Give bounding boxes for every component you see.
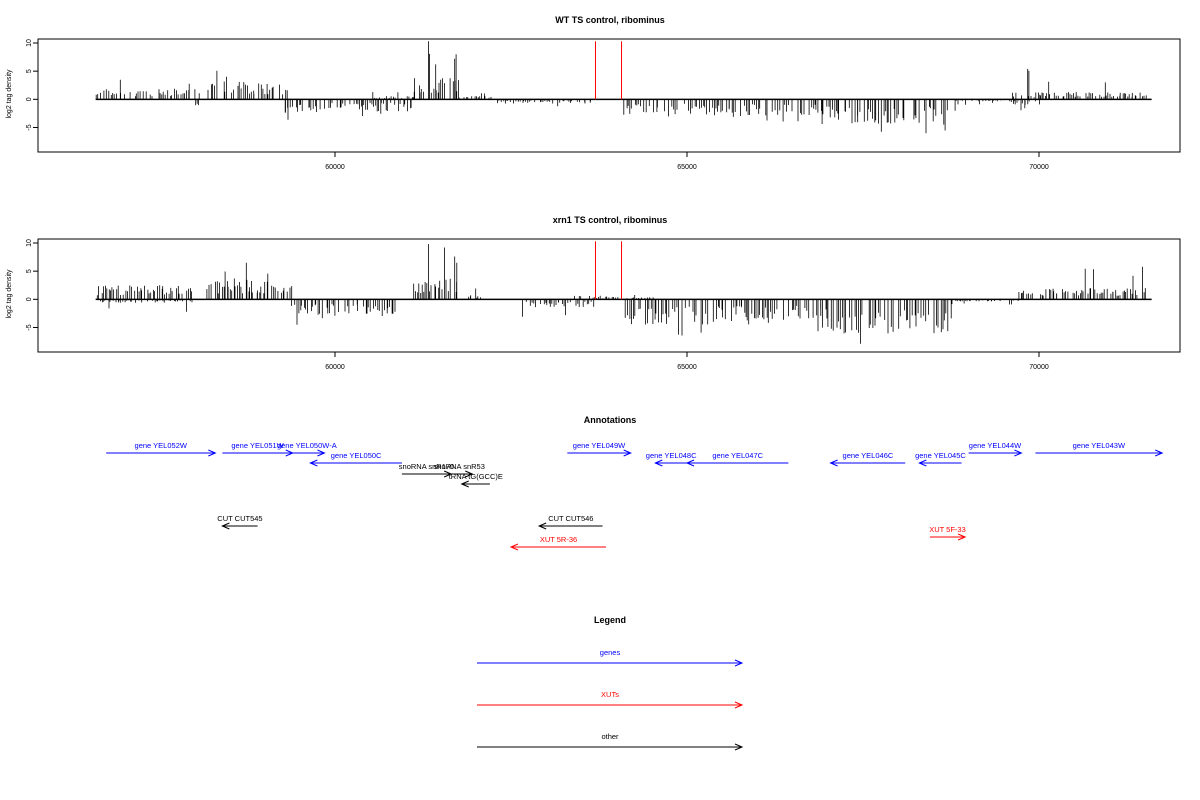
y-axis-label: log2 tag density bbox=[6, 69, 13, 119]
y-tick-label: 5 bbox=[26, 69, 33, 73]
arrow-head bbox=[221, 522, 230, 530]
annotation-item: gene YEL050C bbox=[309, 451, 402, 467]
annotation-item: gene YEL050W-A bbox=[277, 441, 337, 457]
legend-item: other bbox=[477, 732, 744, 751]
legend-label: genes bbox=[600, 648, 621, 657]
y-axis-ticks: -5 0 5 10 bbox=[26, 39, 38, 131]
x-tick-label: 70000 bbox=[1029, 364, 1049, 371]
y-tick-label: 10 bbox=[26, 239, 33, 247]
annotation-label: gene YEL050W-A bbox=[277, 441, 337, 450]
arrow-head bbox=[317, 449, 326, 457]
annotation-label: CUT CUT545 bbox=[217, 514, 262, 523]
y-tick-label: 0 bbox=[26, 297, 33, 301]
annotation-label: gene YEL046C bbox=[843, 451, 894, 460]
arrow-head bbox=[309, 459, 318, 467]
arrow-head bbox=[623, 449, 632, 457]
track-panel-xrn1: xrn1 TS control, ribominus log2 tag dens… bbox=[6, 215, 1181, 371]
signal-bars bbox=[96, 244, 1146, 344]
annotation-item: gene YEL045C bbox=[915, 451, 966, 467]
legend-item: genes bbox=[477, 648, 744, 667]
annotation-item: XUT 5F-33 bbox=[929, 525, 967, 541]
arrow-head bbox=[460, 480, 469, 488]
track-panel-wt: WT TS control, ribominus log2 tag densit… bbox=[6, 15, 1181, 171]
marker-lines bbox=[594, 241, 623, 300]
annotation-label: CUT CUT546 bbox=[548, 514, 593, 523]
x-tick-label: 60000 bbox=[325, 164, 345, 171]
signal-bar-series bbox=[95, 41, 1147, 134]
annotation-item: gene YEL043W bbox=[1035, 441, 1164, 457]
y-tick-label: 0 bbox=[26, 97, 33, 101]
x-axis-ticks: 60000 65000 70000 bbox=[325, 152, 1049, 171]
arrow-head bbox=[734, 701, 744, 709]
plot-frame bbox=[37, 38, 1181, 153]
annotation-label: gene YEL051W bbox=[231, 441, 284, 450]
arrow-head bbox=[1014, 449, 1023, 457]
annotation-label: gene YEL052W bbox=[135, 441, 188, 450]
x-axis-ticks: 60000 65000 70000 bbox=[325, 352, 1049, 371]
plot-frame bbox=[37, 238, 1181, 353]
y-axis-ticks: -5 0 5 10 bbox=[26, 239, 38, 331]
y-axis-label: log2 tag density bbox=[6, 269, 13, 319]
annotation-item: CUT CUT545 bbox=[217, 514, 263, 530]
annotation-label: gene YEL044W bbox=[969, 441, 1022, 450]
annotation-item: gene YEL044W bbox=[968, 441, 1023, 457]
arrow-head bbox=[537, 522, 547, 530]
arrow-head bbox=[208, 449, 217, 457]
annotation-label: tRNA tG(GCC)E bbox=[449, 472, 503, 481]
signal-bar-series bbox=[96, 244, 1146, 344]
arrow-head bbox=[918, 459, 927, 467]
arrow-head bbox=[509, 543, 519, 551]
arrow-head bbox=[1155, 449, 1164, 457]
arrow-head bbox=[957, 533, 967, 541]
annotation-item: gene YEL052W bbox=[106, 441, 217, 457]
annotation-item: gene YEL048C bbox=[646, 451, 697, 467]
annotation-item: snoRNA snR53 bbox=[434, 462, 485, 478]
annotation-label: snoRNA snR170 bbox=[399, 462, 454, 471]
legend-title: Legend bbox=[594, 615, 626, 625]
annotations-title: Annotations bbox=[584, 415, 637, 425]
annotation-item: CUT CUT546 bbox=[537, 514, 603, 530]
panel-title: WT TS control, ribominus bbox=[555, 15, 665, 25]
annotations-track: Annotations gene YEL052W gene YEL051Wgene… bbox=[106, 415, 1164, 551]
annotation-label: XUT 5R-36 bbox=[540, 535, 577, 544]
legend-item: XUTs bbox=[477, 690, 744, 709]
marker-lines bbox=[594, 41, 623, 100]
panel-title: xrn1 TS control, ribominus bbox=[553, 215, 668, 225]
annotation-label: XUT 5F-33 bbox=[929, 525, 966, 534]
legend-items: genes XUTs other bbox=[477, 648, 744, 751]
arrow-head bbox=[734, 743, 744, 751]
annotation-label: gene YEL047C bbox=[712, 451, 763, 460]
arrow-head bbox=[465, 470, 474, 478]
annotation-item: gene YEL049W bbox=[567, 441, 632, 457]
y-tick-label: -5 bbox=[26, 124, 33, 130]
legend-label: XUTs bbox=[601, 690, 619, 699]
annotation-item: XUT 5R-36 bbox=[509, 535, 607, 551]
arrow-head bbox=[685, 459, 695, 467]
x-tick-label: 70000 bbox=[1029, 164, 1049, 171]
arrow-head bbox=[734, 659, 744, 667]
annotation-label: gene YEL043W bbox=[1073, 441, 1126, 450]
x-tick-label: 60000 bbox=[325, 364, 345, 371]
arrow-head bbox=[829, 459, 838, 467]
x-tick-label: 65000 bbox=[677, 164, 697, 171]
annotation-label: gene YEL050C bbox=[331, 451, 382, 460]
annotation-label: gene YEL048C bbox=[646, 451, 697, 460]
x-tick-label: 65000 bbox=[677, 364, 697, 371]
signal-bars bbox=[95, 41, 1147, 134]
y-tick-label: -5 bbox=[26, 324, 33, 330]
legend-label: other bbox=[601, 732, 619, 741]
annotation-item: gene YEL047C bbox=[685, 451, 789, 467]
annotation-label: gene YEL045C bbox=[915, 451, 966, 460]
annotation-item: tRNA tG(GCC)E bbox=[449, 472, 503, 488]
y-tick-label: 5 bbox=[26, 269, 33, 273]
y-tick-label: 10 bbox=[26, 39, 33, 47]
legend: Legend genes XUTs other bbox=[477, 615, 744, 751]
annotation-label: gene YEL049W bbox=[573, 441, 626, 450]
annotation-label: snoRNA snR53 bbox=[434, 462, 485, 471]
annotation-item: gene YEL046C bbox=[829, 451, 906, 467]
arrow-head bbox=[654, 459, 663, 467]
